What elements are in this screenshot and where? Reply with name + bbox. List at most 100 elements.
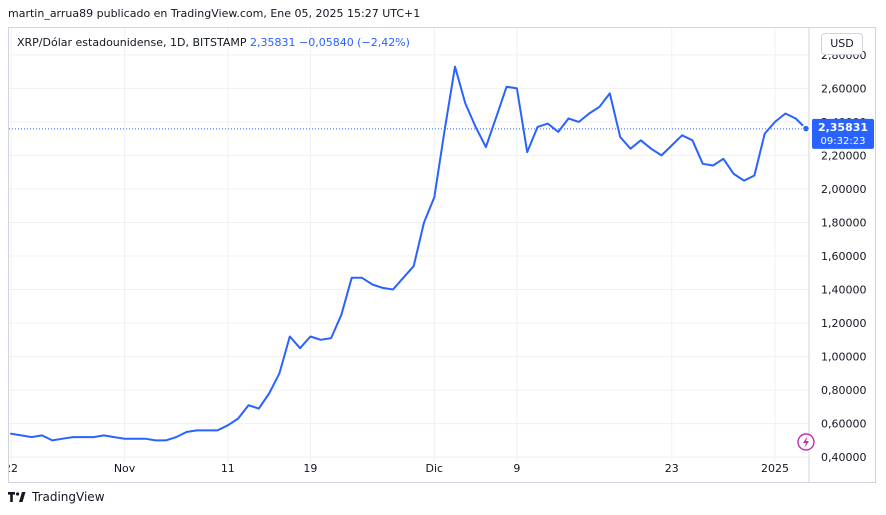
x-tick-label: 19	[303, 462, 317, 475]
data-point	[113, 436, 115, 438]
data-point	[578, 121, 580, 123]
data-point	[475, 126, 477, 128]
data-point	[72, 436, 74, 438]
data-point	[196, 429, 198, 431]
lightning-icon[interactable]	[797, 433, 815, 451]
data-point	[609, 92, 611, 94]
data-point	[629, 148, 631, 150]
data-point	[712, 164, 714, 166]
data-point	[31, 436, 33, 438]
data-point	[62, 438, 64, 440]
data-point	[671, 144, 673, 146]
data-point	[733, 173, 735, 175]
data-point	[382, 287, 384, 289]
data-point	[155, 439, 157, 441]
data-point	[82, 436, 84, 438]
brand-name: TradingView	[32, 490, 105, 504]
data-point	[237, 418, 239, 420]
x-tick-label: Dic	[426, 462, 444, 475]
data-point	[10, 433, 12, 435]
data-point	[547, 123, 549, 125]
data-point	[681, 134, 683, 136]
data-point	[41, 434, 43, 436]
price-chart[interactable]: 0,40000 0,60000 0,80000 1,00000 1,20000 1,400…	[9, 28, 876, 483]
data-point	[454, 66, 456, 68]
symbol-legend: XRP/Dólar estadounidense, 1D, BITSTAMP 2…	[17, 36, 410, 49]
data-point	[495, 116, 497, 118]
data-point	[795, 118, 797, 120]
data-point	[340, 314, 342, 316]
data-point	[588, 113, 590, 115]
data-point	[216, 429, 218, 431]
data-point	[247, 404, 249, 406]
publication-header: martin_arrua89 publicado en TradingView.…	[8, 7, 421, 20]
chart-panel[interactable]: 0,40000 0,60000 0,80000 1,00000 1,20000 1,400…	[8, 27, 876, 483]
data-point	[309, 335, 311, 337]
x-tick-label: 22	[9, 462, 18, 475]
data-point	[402, 277, 404, 279]
data-point	[423, 221, 425, 223]
symbol-name: XRP/Dólar estadounidense, 1D, BITSTAMP	[17, 36, 247, 49]
data-point	[278, 372, 280, 374]
data-point	[268, 392, 270, 394]
price-badge	[812, 118, 874, 149]
data-point	[753, 175, 755, 177]
y-tick-label: 1,00000	[821, 351, 867, 364]
data-point	[103, 434, 105, 436]
data-point	[599, 106, 601, 108]
y-tick-label: 2,20000	[821, 149, 867, 162]
data-point	[413, 265, 415, 267]
data-point	[764, 133, 766, 135]
price-series-line[interactable]	[10, 65, 807, 442]
data-point	[144, 438, 146, 440]
badge-countdown: 09:32:23	[821, 136, 866, 147]
data-point	[392, 289, 394, 291]
data-point	[20, 434, 22, 436]
data-point	[206, 429, 208, 431]
data-point	[722, 158, 724, 160]
data-point	[134, 438, 136, 440]
data-point	[774, 121, 776, 123]
data-point	[320, 339, 322, 341]
data-point	[165, 439, 167, 441]
y-tick-label: 1,40000	[821, 284, 867, 297]
data-point	[619, 136, 621, 138]
y-tick-label: 0,40000	[821, 451, 867, 464]
price-change: −0,05840 (−2,42%)	[298, 36, 410, 49]
data-point	[351, 277, 353, 279]
currency-button[interactable]: USD	[821, 33, 863, 55]
data-point	[289, 335, 291, 337]
data-point	[784, 113, 786, 115]
data-point	[93, 436, 95, 438]
data-point	[258, 408, 260, 410]
last-price: 2,35831	[249, 36, 296, 49]
data-point	[557, 131, 559, 133]
y-tick-label: 1,60000	[821, 250, 867, 263]
badge-price: 2,35831	[818, 121, 868, 134]
data-point	[444, 129, 446, 131]
data-point	[330, 337, 332, 339]
last-point-marker	[801, 124, 811, 133]
y-tick-label: 2,00000	[821, 183, 867, 196]
data-point	[227, 424, 229, 426]
data-point	[640, 139, 642, 141]
y-tick-label: 1,20000	[821, 317, 867, 330]
tradingview-logo-icon	[8, 490, 26, 504]
data-point	[691, 139, 693, 141]
x-tick-label: 11	[221, 462, 235, 475]
x-tick-label: 23	[665, 462, 679, 475]
data-point	[702, 163, 704, 165]
tradingview-footer: TradingView	[8, 490, 105, 504]
data-point	[124, 438, 126, 440]
y-tick-label: 0,80000	[821, 384, 867, 397]
y-tick-label: 2,60000	[821, 82, 867, 95]
data-point	[526, 151, 528, 153]
data-point	[186, 431, 188, 433]
data-point	[433, 196, 435, 198]
data-point	[660, 154, 662, 156]
x-tick-label: 2025	[761, 462, 789, 475]
x-tick-label: 9	[513, 462, 520, 475]
y-tick-label: 0,60000	[821, 418, 867, 431]
data-point	[743, 180, 745, 182]
